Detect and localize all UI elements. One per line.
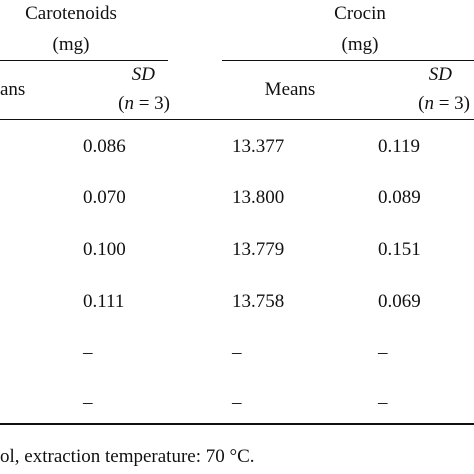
table-cell: 13.800 [232,187,285,208]
table-cell: 0.151 [378,239,421,260]
header-rule [0,119,474,120]
table-cell: 13.779 [232,239,285,260]
table-cell: – [83,392,93,413]
table-footnote: ol, extraction temperature: 70 °C. [0,446,255,467]
table-cell: 0.119 [378,136,421,157]
table-cell: 0.069 [378,291,421,312]
table-cell: – [378,392,388,413]
crocin-underline [222,60,474,61]
table-cell: 0.111 [83,291,125,312]
table-cell: – [378,342,388,363]
crocin-unit: (mg) [341,34,379,55]
carotenoids-means-header: ans [0,79,26,100]
table-cell: 13.377 [232,136,285,157]
table-cell: 0.100 [83,239,126,260]
carotenoids-sd-header: SD [131,64,155,85]
carotenoids-underline [0,60,168,61]
carotenoids-n-header: (n = 3) [118,93,170,114]
crocin-sd-header: SD [428,64,452,85]
carotenoids-header: Carotenoids [25,3,117,24]
table-bottom-rule [0,423,474,425]
crocin-header: Crocin [334,3,386,24]
carotenoids-unit: (mg) [52,34,90,55]
table-cell: 0.070 [83,187,126,208]
table-cell: – [83,342,93,363]
table-cell: 0.089 [378,187,421,208]
table-cell: 13.758 [232,291,285,312]
crocin-n-header: (n = 3) [418,93,470,114]
table-cell: – [232,342,242,363]
crocin-means-header: Means [264,79,316,100]
table-cell: – [232,392,242,413]
table-cell: 0.086 [83,136,126,157]
